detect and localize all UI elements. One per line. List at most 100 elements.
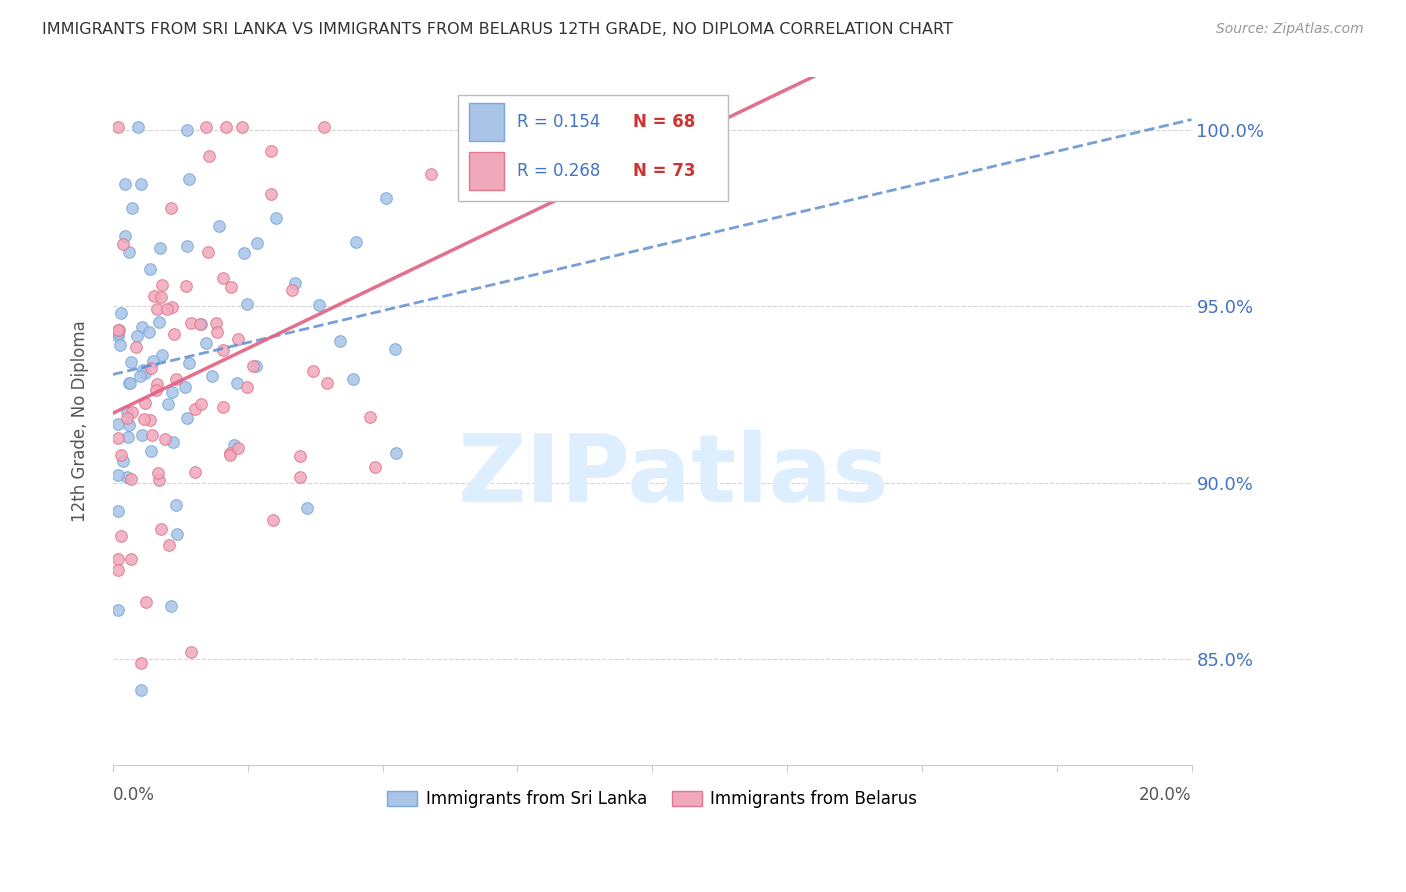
Point bbox=[132, 363, 155, 377]
Point bbox=[215, 120, 238, 134]
Point bbox=[110, 448, 132, 462]
Point bbox=[131, 428, 153, 442]
Point bbox=[160, 599, 183, 613]
Point bbox=[184, 465, 207, 479]
Point bbox=[107, 468, 129, 483]
Point bbox=[162, 434, 184, 449]
Point bbox=[125, 340, 148, 354]
Point bbox=[127, 120, 149, 134]
Point bbox=[329, 334, 352, 348]
Point bbox=[138, 326, 160, 340]
Point bbox=[142, 289, 165, 303]
Point bbox=[231, 120, 253, 134]
Point bbox=[221, 280, 243, 294]
Point bbox=[242, 359, 264, 373]
Point bbox=[148, 473, 170, 487]
Point bbox=[129, 656, 152, 670]
Point bbox=[107, 120, 129, 134]
Point bbox=[146, 466, 169, 480]
Point bbox=[118, 376, 141, 390]
Point bbox=[190, 396, 212, 410]
Point bbox=[363, 459, 385, 474]
Point bbox=[245, 359, 267, 373]
Point bbox=[233, 246, 256, 260]
Point bbox=[120, 355, 142, 369]
Point bbox=[219, 446, 242, 460]
Point bbox=[208, 219, 231, 233]
Point bbox=[139, 261, 162, 276]
Point bbox=[110, 338, 132, 352]
Text: Source: ZipAtlas.com: Source: ZipAtlas.com bbox=[1216, 22, 1364, 37]
Point bbox=[194, 120, 217, 134]
Point bbox=[179, 356, 201, 370]
Point bbox=[162, 384, 184, 399]
Point bbox=[359, 409, 381, 424]
Point bbox=[149, 522, 172, 536]
Point bbox=[107, 326, 129, 340]
Point bbox=[264, 211, 287, 226]
Point bbox=[166, 527, 188, 541]
Point bbox=[120, 551, 142, 566]
Point bbox=[156, 302, 179, 317]
Point bbox=[112, 454, 135, 468]
Point bbox=[150, 348, 173, 362]
Point bbox=[302, 364, 325, 378]
Point bbox=[121, 404, 143, 418]
Point bbox=[115, 470, 138, 484]
Point bbox=[165, 372, 187, 386]
Point bbox=[129, 683, 152, 698]
Point bbox=[129, 177, 152, 191]
Point bbox=[195, 335, 218, 350]
Point bbox=[146, 377, 169, 392]
Point bbox=[184, 402, 207, 417]
Point bbox=[420, 167, 443, 181]
Point bbox=[205, 326, 228, 340]
Point bbox=[118, 418, 141, 433]
Point bbox=[260, 187, 283, 202]
Point bbox=[176, 239, 198, 253]
Point bbox=[176, 410, 198, 425]
Point bbox=[117, 430, 139, 444]
Point bbox=[260, 144, 283, 158]
Point bbox=[128, 368, 150, 383]
Point bbox=[235, 380, 257, 394]
Point bbox=[112, 236, 135, 251]
Point bbox=[165, 498, 187, 512]
Point bbox=[150, 290, 173, 304]
Point bbox=[114, 178, 136, 192]
Point bbox=[114, 228, 136, 243]
Point bbox=[222, 438, 245, 452]
Point bbox=[142, 353, 165, 368]
Point bbox=[385, 445, 408, 459]
Text: 0.0%: 0.0% bbox=[112, 786, 155, 804]
Point bbox=[162, 300, 184, 314]
Point bbox=[384, 342, 406, 356]
Point bbox=[226, 332, 249, 346]
Point bbox=[159, 201, 181, 215]
Point bbox=[212, 271, 235, 285]
Point bbox=[226, 441, 249, 455]
Point bbox=[157, 538, 180, 552]
Point bbox=[374, 191, 396, 205]
Point bbox=[145, 302, 167, 317]
Point bbox=[107, 552, 129, 566]
Point bbox=[197, 244, 219, 259]
Point bbox=[174, 278, 197, 293]
Point bbox=[132, 412, 155, 426]
Point bbox=[107, 603, 129, 617]
Point bbox=[148, 316, 170, 330]
Point bbox=[145, 384, 167, 398]
Point bbox=[134, 396, 156, 410]
Point bbox=[246, 235, 269, 250]
Point bbox=[197, 149, 219, 163]
Point bbox=[134, 366, 156, 380]
Point bbox=[180, 316, 202, 330]
Point bbox=[205, 316, 228, 330]
Point bbox=[219, 448, 242, 462]
Point bbox=[316, 376, 339, 390]
Point bbox=[107, 417, 129, 432]
Point bbox=[308, 298, 330, 312]
Point bbox=[120, 376, 142, 390]
Point bbox=[131, 319, 153, 334]
Point bbox=[139, 413, 162, 427]
